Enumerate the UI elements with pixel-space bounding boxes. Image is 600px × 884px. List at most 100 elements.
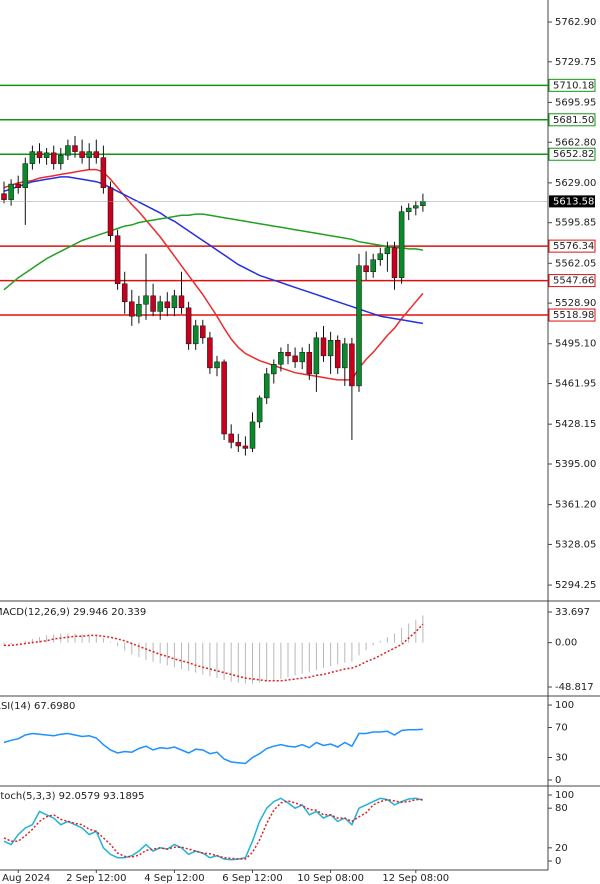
histogram-bar <box>159 642 161 664</box>
histogram-bar <box>202 642 204 675</box>
histogram-bar <box>209 642 211 677</box>
y-tick-label: 5294.25 <box>555 580 596 591</box>
y-tick-label: 5729.75 <box>555 57 596 68</box>
candle-body <box>93 151 100 158</box>
candle-body <box>242 445 249 449</box>
histogram-bar <box>379 640 381 643</box>
histogram-bar <box>386 637 388 643</box>
histogram-bar <box>166 642 168 666</box>
y-tick-label: 5395.00 <box>555 459 596 470</box>
candle-body <box>72 145 78 152</box>
histogram-bar <box>372 642 374 646</box>
histogram-bar <box>117 642 119 647</box>
histogram-bar <box>422 615 424 643</box>
y-tick-label: 70 <box>555 723 568 734</box>
histogram-bar <box>323 642 324 669</box>
histogram-bar <box>223 642 225 680</box>
histogram-bar <box>401 628 403 643</box>
candle-body <box>377 253 384 261</box>
y-tick-label: 5495.10 <box>555 339 596 350</box>
level-label: 5518.98 <box>553 310 594 321</box>
level-label-box <box>548 239 596 253</box>
x-tick-label: 2 Sep 12:00 <box>66 873 126 884</box>
histogram-bar <box>244 642 246 684</box>
histogram-bar <box>39 637 40 643</box>
histogram-bar <box>280 642 282 679</box>
y-tick-label: 5695.95 <box>555 97 596 108</box>
level-label: 5576.34 <box>553 241 594 252</box>
histogram-bar <box>74 633 76 643</box>
candle-body <box>22 163 29 188</box>
candle-body <box>342 343 348 369</box>
candle-body <box>65 145 71 156</box>
x-tick-label: 10 Sep 08:00 <box>297 873 364 884</box>
y-tick-label: 5361.20 <box>555 500 596 511</box>
y-tick-label: 5562.05 <box>555 258 596 269</box>
histogram-bar <box>301 642 303 674</box>
candle-body <box>263 373 270 399</box>
histogram-bar <box>351 642 353 662</box>
histogram-bar <box>138 642 140 658</box>
histogram-bar <box>124 642 126 651</box>
candle-body <box>299 352 305 363</box>
level-label: 5681.50 <box>553 115 594 126</box>
y-tick-label: 30 <box>555 752 568 763</box>
y-tick-label: 5595.85 <box>555 218 596 229</box>
indicator-line <box>3 797 424 861</box>
histogram-bar <box>273 642 275 681</box>
histogram-bar <box>330 642 332 667</box>
y-tick-label: 5328.05 <box>555 539 596 550</box>
y-tick-label: 5629.00 <box>555 178 596 189</box>
histogram-bar <box>294 642 296 676</box>
candle-body <box>43 152 50 158</box>
candle-body <box>320 337 327 357</box>
candle-body <box>164 301 171 309</box>
histogram-bar <box>24 640 26 643</box>
histogram-bar <box>10 642 12 645</box>
histogram-bar <box>415 619 417 643</box>
candle-body <box>58 154 64 164</box>
candle-body <box>405 207 412 212</box>
y-tick-label: 100 <box>555 790 574 801</box>
histogram-bar <box>31 639 33 643</box>
candle-body <box>8 183 14 200</box>
candle-body <box>256 397 263 423</box>
indicator-line <box>3 213 424 291</box>
candle-body <box>370 259 376 273</box>
histogram-bar <box>173 642 175 668</box>
y-tick-label: 5662.80 <box>555 137 596 148</box>
level-label-box <box>548 78 596 92</box>
candle-body <box>334 339 341 369</box>
candle-body <box>121 283 128 303</box>
y-tick-label: 5762.90 <box>555 17 596 28</box>
candle-body <box>178 295 185 309</box>
histogram-bar <box>344 642 346 663</box>
x-tick-label: 12 Sep 08:00 <box>382 873 449 884</box>
y-tick-label: 0 <box>555 775 561 786</box>
candle-body <box>398 211 405 279</box>
candle-body <box>185 307 192 345</box>
candle-body <box>285 352 291 357</box>
level-label-box <box>548 147 596 161</box>
candle-body <box>171 295 178 309</box>
candle-body <box>420 201 426 206</box>
histogram-bar <box>394 633 395 643</box>
histogram-bar <box>46 635 48 643</box>
histogram-bar <box>266 642 268 682</box>
candle-body <box>200 325 206 339</box>
histogram-bar <box>17 642 19 644</box>
candle-body <box>192 325 199 345</box>
y-tick-label: -48.817 <box>555 682 594 693</box>
histogram-bar <box>145 642 147 660</box>
level-label: 5547.66 <box>553 276 594 287</box>
level-label: 5710.18 <box>553 80 594 91</box>
candle-body <box>349 343 355 387</box>
candle-body <box>15 183 21 188</box>
candle-body <box>384 247 391 254</box>
candle-body <box>86 151 92 158</box>
candle-body <box>114 235 121 285</box>
histogram-bar <box>259 642 261 683</box>
indicator-line <box>4 623 424 682</box>
candle-body <box>1 193 7 200</box>
